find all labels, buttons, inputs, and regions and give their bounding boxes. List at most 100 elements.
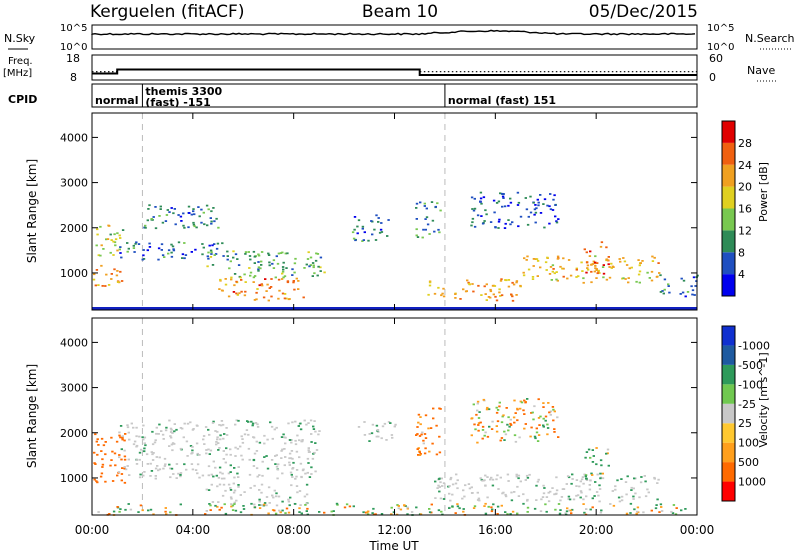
echo-cell: [553, 410, 556, 413]
echo-cell: [119, 252, 122, 254]
echo-cell: [533, 507, 537, 510]
echo-cell: [192, 428, 195, 430]
echo-cell: [307, 422, 310, 424]
echo-cell: [118, 456, 121, 459]
echo-cell: [121, 467, 124, 469]
echo-cell: [208, 433, 211, 436]
echo-cell: [225, 434, 229, 436]
echo-cell: [456, 487, 459, 490]
echo-cell: [112, 254, 115, 256]
echo-cell: [596, 272, 599, 275]
echo-cell: [312, 266, 315, 269]
echo-cell: [551, 209, 555, 211]
echo-cell: [580, 261, 583, 264]
echo-cell: [227, 295, 231, 298]
echo-cell: [274, 512, 278, 515]
echo-cell: [193, 213, 196, 216]
echo-cell: [256, 288, 259, 290]
echo-cell: [210, 473, 213, 476]
echo-cell: [312, 428, 316, 430]
echo-cell: [454, 293, 457, 295]
colorbar-swatch: [722, 230, 735, 253]
echo-cell: [498, 218, 501, 221]
echo-cell: [290, 439, 293, 441]
velocity-panel-frame: [91, 317, 698, 516]
echo-cell: [169, 435, 172, 437]
echo-cell: [577, 275, 580, 278]
echo-cell: [270, 425, 274, 428]
echo-cell: [207, 474, 210, 477]
echo-cell: [237, 484, 240, 486]
echo-cell: [489, 290, 493, 293]
echo-cell: [470, 224, 473, 227]
echo-cell: [286, 280, 290, 283]
echo-cell: [228, 267, 231, 270]
echo-cell: [532, 258, 536, 260]
echo-cell: [121, 437, 124, 439]
echo-cell: [389, 422, 392, 424]
echo-cell: [681, 291, 685, 294]
echo-cell: [670, 510, 673, 513]
echo-cell: [109, 233, 112, 236]
echo-cell: [550, 279, 553, 281]
power-colorbar-label: Power [dB]: [757, 162, 770, 222]
echo-cell: [236, 258, 239, 260]
echo-cell: [556, 255, 560, 258]
echo-cell: [473, 225, 477, 228]
echo-cell: [113, 233, 116, 236]
echo-cell: [227, 483, 231, 486]
echo-cell: [362, 239, 365, 241]
echo-cell: [523, 257, 526, 260]
echo-cell: [526, 498, 529, 501]
echo-cell: [629, 502, 633, 505]
echo-cell: [596, 473, 599, 476]
echo-cell: [298, 511, 301, 513]
echo-cell: [434, 205, 437, 208]
echo-cell: [437, 478, 441, 480]
echo-cell: [496, 513, 499, 515]
echo-cell: [594, 261, 597, 264]
echo-cell: [151, 219, 154, 221]
echo-cell: [582, 482, 585, 485]
echo-cell: [582, 498, 585, 501]
echo-cell: [214, 504, 217, 507]
echo-cell: [192, 210, 195, 213]
echo-cell: [481, 222, 485, 225]
echo-cell: [617, 496, 621, 499]
echo-cell: [545, 269, 548, 271]
echo-cell: [439, 209, 442, 212]
echo-cell: [215, 247, 219, 250]
echo-cell: [511, 295, 514, 298]
echo-cell: [458, 507, 461, 510]
echo-cell: [539, 415, 542, 418]
echo-cell: [206, 224, 209, 227]
echo-cell: [417, 447, 420, 449]
echo-cell: [543, 226, 546, 229]
echo-cell: [295, 469, 299, 471]
echo-cell: [226, 258, 229, 261]
echo-cell: [252, 458, 256, 461]
ytick-label: 1000: [60, 267, 88, 280]
echo-cell: [182, 224, 185, 227]
xtick-label: 04:00: [176, 523, 211, 537]
echo-cell: [157, 469, 160, 472]
echo-cell: [481, 479, 484, 482]
echo-cell: [616, 479, 619, 482]
echo-cell: [202, 435, 206, 437]
echo-cell: [542, 484, 545, 487]
echo-cell: [551, 406, 555, 408]
echo-cell: [659, 291, 663, 293]
echo-cell: [353, 216, 357, 218]
echo-cell: [618, 258, 621, 260]
echo-cell: [179, 215, 183, 218]
echo-cell: [230, 505, 233, 508]
echo-cell: [119, 237, 122, 239]
echo-cell: [542, 406, 545, 408]
colorbar-tick-label: 4: [738, 268, 745, 281]
echo-cell: [127, 247, 130, 250]
echo-cell: [229, 448, 232, 451]
echo-cell: [440, 510, 443, 513]
echo-cell: [207, 208, 210, 211]
colorbar-tick-label: 24: [738, 159, 752, 172]
echo-cell: [507, 416, 510, 419]
